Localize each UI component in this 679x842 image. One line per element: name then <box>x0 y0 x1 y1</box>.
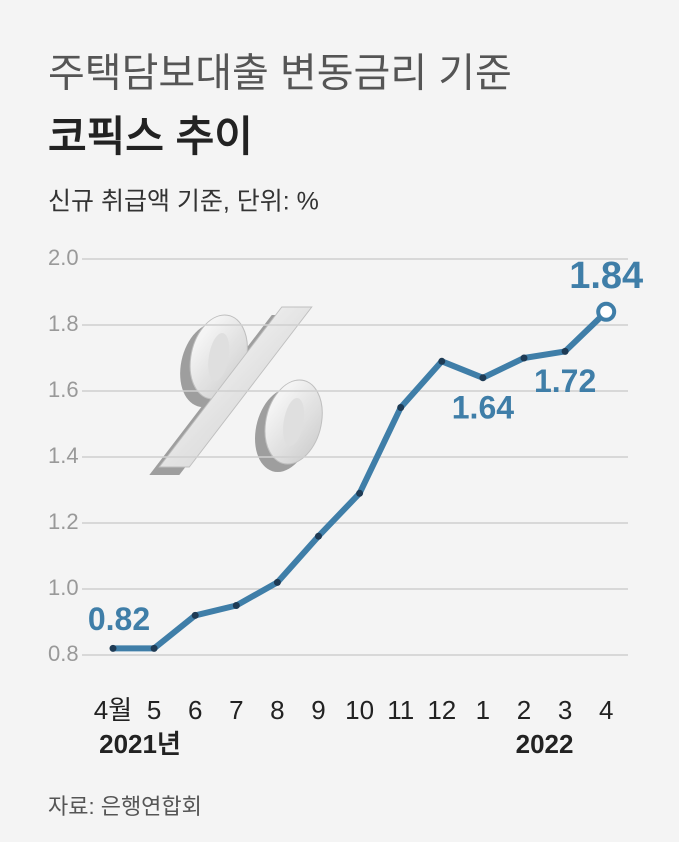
point <box>273 578 281 586</box>
plot: 0.81.01.21.41.61.82.04월 5 6 7 8 9 10 11 12 1 2 3 420… <box>48 245 643 759</box>
point <box>479 374 487 382</box>
x-tick-label: 5 <box>147 695 161 725</box>
x-tick-label: 2 <box>517 695 531 725</box>
x-tick-label: 8 <box>270 695 284 725</box>
x-group-label: 2021년 <box>99 729 181 759</box>
x-tick-label: 3 <box>558 695 572 725</box>
y-tick-label: 1.2 <box>48 509 79 534</box>
point <box>191 611 199 619</box>
y-tick-label: 1.8 <box>48 311 79 336</box>
x-tick-label: 9 <box>311 695 325 725</box>
unit-note: 신규 취급액 기준, 단위: % <box>48 188 319 216</box>
point <box>232 602 240 609</box>
x-tick-label: 4월 <box>94 695 132 725</box>
y-tick-label: 2.0 <box>48 245 79 270</box>
point <box>596 301 617 322</box>
x-tick-label: 12 <box>427 695 456 725</box>
point <box>520 354 528 362</box>
point <box>315 532 322 540</box>
point <box>356 489 364 497</box>
y-tick-label: 1.6 <box>48 377 79 402</box>
data-label: 1.72 <box>534 363 596 399</box>
source: 자료: 은행연합회 <box>48 794 202 819</box>
data-label: 1.64 <box>452 389 514 425</box>
point <box>150 644 158 652</box>
data-label: 0.82 <box>88 601 150 637</box>
x-tick-label: 1 <box>476 695 490 725</box>
data-label: 1.84 <box>569 255 643 297</box>
chart-title: 주택담보대출 변동금리 기준 <box>48 52 512 96</box>
point <box>561 347 569 355</box>
x-tick-label: 7 <box>229 695 243 725</box>
point <box>397 404 405 411</box>
chart-subtitle: 코픽스 추이 <box>48 113 253 160</box>
point <box>438 357 446 365</box>
y-tick-label: 1.4 <box>48 443 79 468</box>
x-tick-label: 4 <box>599 695 613 725</box>
x-tick-label: 11 <box>387 695 414 725</box>
point <box>109 644 117 652</box>
y-tick-label: 1.0 <box>48 575 79 600</box>
x-tick-label: 10 <box>345 695 374 725</box>
percent-decoration <box>149 306 323 475</box>
x-group-label: 2022 <box>516 729 574 759</box>
y-tick-label: 0.8 <box>48 641 79 666</box>
x-tick-label: 6 <box>188 695 202 725</box>
